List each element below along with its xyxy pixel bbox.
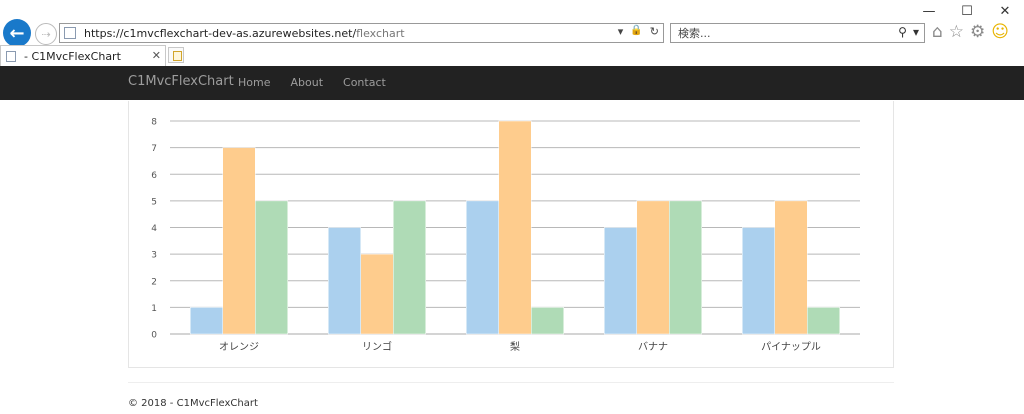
bar bbox=[393, 200, 426, 335]
settings-icon[interactable]: ⚙ bbox=[970, 22, 986, 42]
home-icon[interactable]: ⌂ bbox=[932, 22, 943, 42]
search-input[interactable]: 検索... ⚲ ▾ bbox=[670, 23, 925, 43]
bar bbox=[669, 200, 702, 335]
tab-title: - C1MvcFlexChart bbox=[24, 49, 121, 63]
browser-toolbar-icons: ⌂ ☆ ⚙ ☺ bbox=[932, 22, 1009, 42]
lock-icon[interactable]: 🔒 bbox=[630, 25, 643, 36]
y-tick-label: 5 bbox=[151, 197, 157, 207]
new-tab-button[interactable] bbox=[168, 47, 184, 63]
x-tick-label: オレンジ bbox=[219, 341, 259, 353]
y-tick-label: 1 bbox=[151, 304, 157, 314]
bar bbox=[636, 200, 670, 335]
url-path: flexchart bbox=[356, 26, 405, 40]
x-tick-label: リンゴ bbox=[362, 340, 392, 353]
x-tick-label: パイナップル bbox=[761, 341, 821, 353]
x-tick-label: バナナ bbox=[638, 341, 668, 353]
bar bbox=[328, 227, 361, 335]
refresh-icon[interactable]: ↻ bbox=[649, 25, 659, 38]
y-tick-label: 6 bbox=[151, 171, 157, 181]
y-tick-label: 2 bbox=[151, 277, 157, 287]
address-bar[interactable]: https://c1mvcflexchart-dev-as.azurewebsi… bbox=[59, 23, 664, 43]
search-icon[interactable]: ⚲ bbox=[898, 25, 907, 39]
x-tick-label: 梨 bbox=[510, 340, 520, 353]
tab-c1mvcflexchart[interactable]: - C1MvcFlexChart ✕ bbox=[0, 45, 166, 66]
y-tick-label: 8 bbox=[151, 118, 157, 128]
feedback-smiley-icon[interactable]: ☺ bbox=[991, 22, 1010, 42]
minimize-button[interactable]: — bbox=[922, 3, 936, 19]
y-tick-label: 3 bbox=[151, 251, 157, 261]
address-dropdown-icon[interactable]: ▾ bbox=[617, 25, 624, 38]
bar bbox=[742, 227, 775, 335]
bar bbox=[255, 200, 288, 335]
close-window-button[interactable]: ✕ bbox=[999, 3, 1011, 19]
bar-chart: 0 1 2 3 4 5 6 7 8 オレンジ リンゴ 梨 バナナ パイナップル bbox=[151, 118, 860, 353]
forward-button[interactable]: ⇢ bbox=[35, 23, 57, 45]
search-dropdown-icon[interactable]: ▾ bbox=[912, 25, 919, 39]
y-tick-label: 4 bbox=[151, 224, 157, 234]
nav-link-about[interactable]: About bbox=[290, 76, 324, 89]
bar bbox=[774, 200, 808, 335]
y-tick-label: 7 bbox=[151, 144, 157, 154]
favorites-icon[interactable]: ☆ bbox=[948, 22, 965, 42]
forward-arrow-icon: ⇢ bbox=[41, 27, 51, 41]
bar bbox=[604, 227, 637, 335]
footer-copyright: © 2018 - C1MvcFlexChart bbox=[128, 398, 258, 409]
back-arrow-icon: ← bbox=[9, 22, 25, 44]
tab-strip: - C1MvcFlexChart ✕ bbox=[0, 45, 1024, 66]
y-tick-label: 0 bbox=[151, 331, 157, 341]
site-navbar: C1MvcFlexChart Home About Contact bbox=[0, 66, 1024, 100]
tab-page-icon bbox=[6, 50, 16, 62]
page-icon bbox=[64, 27, 76, 39]
navbar-links: Home About Contact bbox=[238, 76, 386, 89]
bar bbox=[360, 253, 394, 335]
address-row: ← ⇢ https://c1mvcflexchart-dev-as.azurew… bbox=[0, 18, 1024, 48]
bar bbox=[466, 200, 499, 335]
search-placeholder: 検索... bbox=[678, 27, 711, 40]
url-host: https://c1mvcflexchart-dev-as.azurewebsi… bbox=[84, 26, 357, 40]
bar bbox=[531, 307, 564, 335]
bar bbox=[190, 307, 223, 335]
footer-divider bbox=[128, 382, 894, 383]
bar bbox=[807, 307, 840, 335]
window-controls: — ☐ ✕ bbox=[910, 0, 1024, 22]
bar bbox=[498, 120, 532, 335]
navbar-brand[interactable]: C1MvcFlexChart bbox=[128, 74, 234, 89]
close-tab-icon[interactable]: ✕ bbox=[151, 49, 161, 62]
nav-link-home[interactable]: Home bbox=[238, 76, 271, 89]
bar bbox=[222, 147, 256, 335]
flexchart-panel: 0 1 2 3 4 5 6 7 8 オレンジ リンゴ 梨 バナナ パイナップル bbox=[128, 101, 894, 368]
maximize-button[interactable]: ☐ bbox=[961, 3, 973, 19]
back-button[interactable]: ← bbox=[3, 19, 31, 47]
nav-link-contact[interactable]: Contact bbox=[343, 76, 386, 89]
